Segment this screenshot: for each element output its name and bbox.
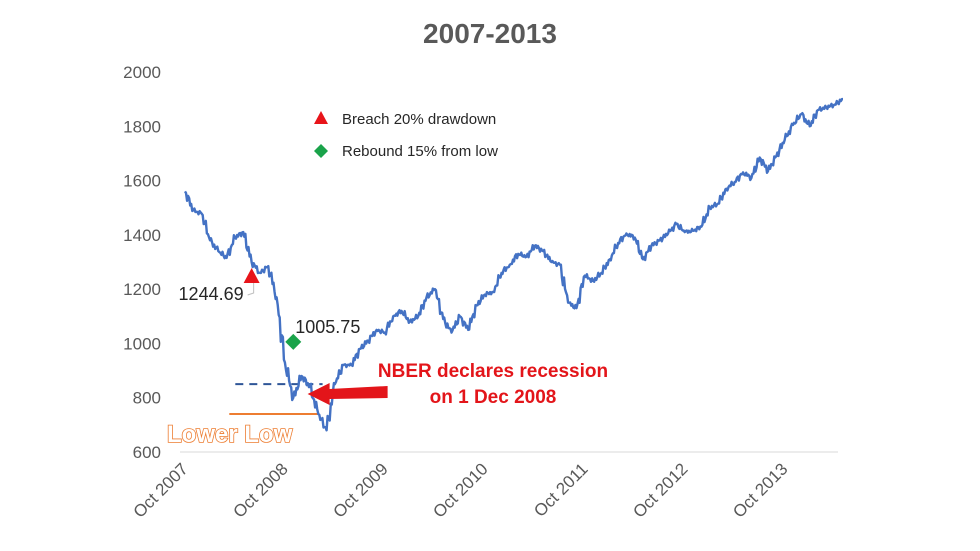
legend-diamond-icon	[314, 144, 328, 158]
rebound-value-label: 1005.75	[295, 317, 360, 337]
annotations: NBER declares recession on 1 Dec 2008 Lo…	[166, 361, 608, 449]
legend: Breach 20% drawdown Rebound 15% from low	[314, 111, 498, 160]
x-tick-label: Oct 2013	[729, 459, 791, 521]
legend-label-breach: Breach 20% drawdown	[342, 111, 496, 128]
legend-triangle-icon	[314, 111, 328, 124]
y-tick-label: 1600	[123, 172, 161, 191]
series-line	[183, 97, 844, 432]
y-tick-label: 1000	[123, 334, 161, 353]
x-tick-label: Oct 2009	[330, 459, 392, 521]
breach-marker	[243, 268, 260, 284]
x-tick-label: Oct 2010	[429, 459, 491, 521]
breach-leader-line	[247, 283, 255, 296]
nber-annotation-line2: on 1 Dec 2008	[430, 387, 557, 408]
chart-title: 2007-2013	[423, 18, 557, 49]
y-tick-label: 600	[133, 443, 161, 462]
x-tick-label: Oct 2011	[530, 459, 591, 520]
breach-value-label: 1244.69	[179, 284, 244, 304]
markers: 1244.69 1005.75	[179, 268, 360, 350]
y-tick-label: 800	[133, 389, 161, 408]
lower-low-label: Lower Low	[167, 421, 293, 448]
nber-arrow	[307, 383, 388, 405]
x-tick-label: Oct 2008	[230, 459, 292, 521]
reference-lines	[229, 383, 323, 415]
x-tick-label: Oct 2012	[629, 459, 691, 521]
y-tick-label: 1400	[123, 226, 161, 245]
x-axis: Oct 2007 Oct 2008 Oct 2009 Oct 2010 Oct 2011…	[130, 459, 792, 521]
y-axis: 600 800 1000 1200 1400 1600 1800 2000	[123, 63, 161, 462]
y-tick-label: 1200	[123, 280, 161, 299]
y-tick-label: 1800	[123, 117, 161, 136]
legend-label-rebound: Rebound 15% from low	[342, 143, 498, 160]
x-tick-label: Oct 2007	[130, 459, 192, 521]
y-tick-label: 2000	[123, 63, 161, 82]
nber-annotation-line1: NBER declares recession	[378, 361, 608, 382]
rebound-marker	[285, 333, 302, 350]
